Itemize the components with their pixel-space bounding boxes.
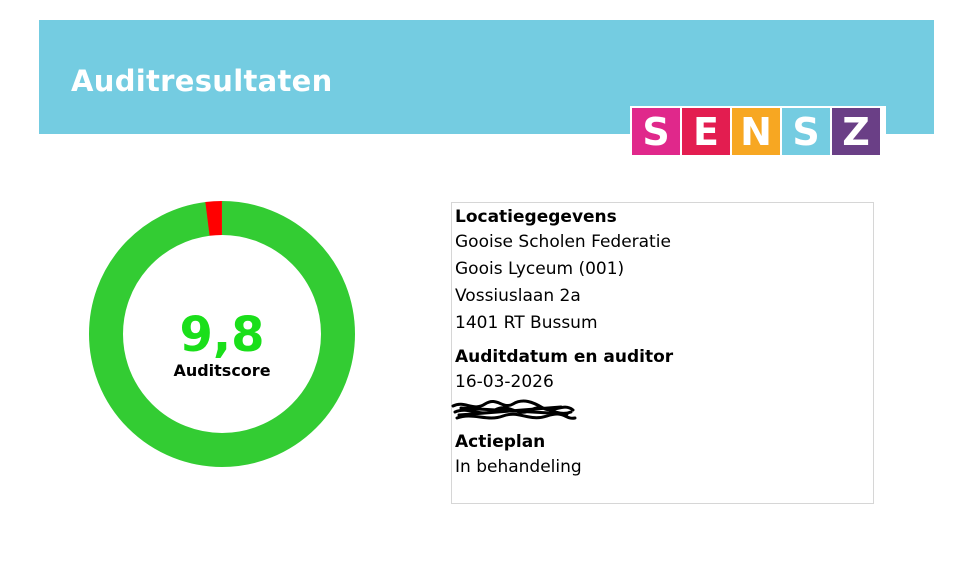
audit-date: 16-03-2026 (455, 372, 554, 392)
location-heading: Locatiegegevens (455, 207, 617, 227)
logo-letter-n: N (732, 108, 780, 155)
logo-letter-z: Z (832, 108, 880, 155)
donut-segment-remainder (89, 201, 355, 467)
sensz-logo: S E N S Z (632, 108, 880, 155)
details-panel: Locatiegegevens Gooise Scholen Federatie… (451, 202, 874, 504)
logo-letter-s2: S (782, 108, 830, 155)
audit-heading: Auditdatum en auditor (455, 347, 674, 367)
page-title: Auditresultaten (71, 64, 333, 98)
logo-letter-s1: S (632, 108, 680, 155)
logo-letter-e: E (682, 108, 730, 155)
audit-score-label: Auditscore (173, 361, 271, 380)
action-plan-heading: Actieplan (455, 432, 546, 452)
action-plan-status: In behandeling (455, 457, 582, 477)
location-address: Vossiuslaan 2a (455, 286, 581, 306)
redacted-auditor-name (451, 399, 577, 420)
audit-score-value: 9,8 (179, 307, 265, 363)
location-organisation: Gooise Scholen Federatie (455, 232, 671, 252)
location-school: Goois Lyceum (001) (455, 259, 625, 279)
location-postcode-city: 1401 RT Bussum (455, 313, 598, 333)
audit-score-donut (89, 201, 355, 467)
donut-segment-score (89, 201, 355, 467)
